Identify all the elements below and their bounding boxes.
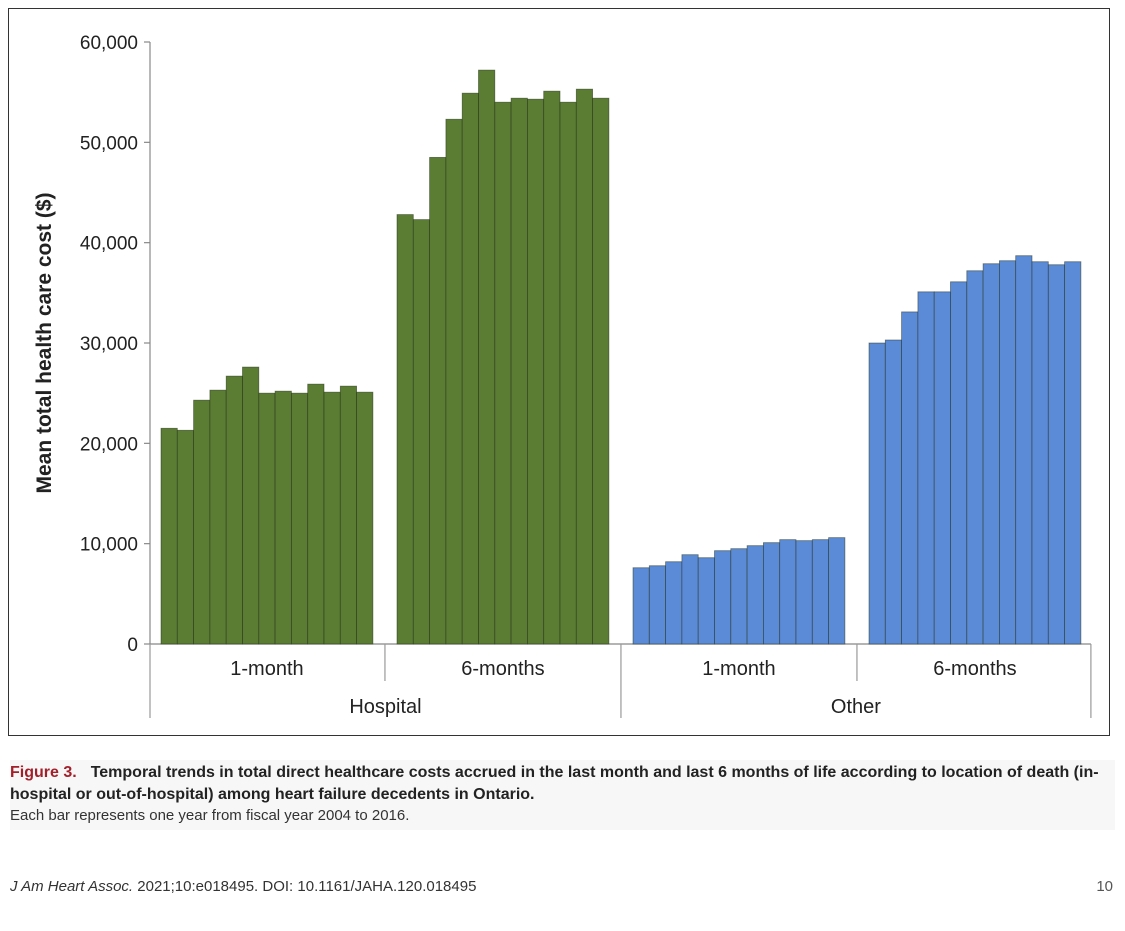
bar	[242, 366, 260, 645]
y-axis-title: Mean total health care cost ($)	[33, 192, 56, 493]
y-tick-label: 50,000	[80, 133, 138, 154]
x-tick-label: 6-months	[933, 658, 1016, 680]
bar	[632, 567, 650, 645]
bar	[396, 214, 414, 645]
bar	[323, 391, 341, 645]
figure-note: Each bar represents one year from fiscal…	[10, 807, 410, 824]
journal-citation: J Am Heart Assoc. 2021;10:e018495. DOI: …	[10, 878, 476, 895]
bar	[966, 270, 984, 645]
bar	[307, 383, 325, 645]
bar	[339, 385, 357, 645]
bar	[828, 537, 846, 645]
bar	[868, 342, 886, 645]
bar	[999, 260, 1017, 645]
bar	[811, 539, 829, 645]
bar	[575, 88, 593, 645]
bar	[494, 101, 512, 645]
bar	[290, 392, 309, 645]
bar	[592, 97, 610, 645]
y-tick-label: 40,000	[80, 234, 138, 255]
y-tick-label: 60,000	[80, 33, 138, 54]
bar	[258, 392, 276, 645]
bar-chart: 0 10,000 20,000 30,000 40,000 50,000 60,000 Mea…	[33, 33, 1092, 718]
bar	[160, 427, 178, 645]
x-tick-label: 6-months	[461, 658, 544, 680]
bar	[225, 375, 243, 645]
bar	[917, 291, 935, 645]
bar	[763, 542, 781, 645]
bar	[510, 97, 528, 645]
bar	[274, 390, 292, 645]
figure-frame: 0 10,000 20,000 30,000 40,000 50,000 60,000 Mea…	[8, 8, 1110, 736]
y-tick-label: 0	[127, 635, 138, 656]
x-tick-label: 1-month	[230, 658, 303, 680]
figure-caption: Figure 3. Temporal trends in total direct…	[10, 760, 1115, 830]
bar	[730, 548, 748, 645]
bar	[1064, 261, 1082, 645]
bar	[681, 554, 699, 645]
bar	[697, 557, 715, 645]
bar	[884, 339, 902, 645]
y-tick-label: 10,000	[80, 535, 138, 556]
bar	[648, 565, 666, 645]
bar	[779, 539, 797, 645]
bar	[933, 291, 951, 645]
y-tick-label: 20,000	[80, 434, 138, 455]
citation-details: 2021;10:e018495. DOI: 10.1161/JAHA.120.0…	[133, 878, 477, 895]
bar	[356, 391, 374, 645]
bar	[901, 311, 919, 645]
bar	[982, 263, 1000, 645]
bar	[193, 399, 211, 645]
bar	[412, 219, 430, 645]
y-tick-label: 30,000	[80, 334, 138, 355]
bar	[445, 118, 463, 645]
caption-heading: Figure 3. Temporal trends in total direct…	[10, 762, 1115, 806]
figure-title: Temporal trends in total direct healthca…	[10, 764, 1099, 803]
bar	[527, 98, 545, 645]
bar	[559, 101, 577, 645]
bar	[746, 545, 764, 645]
bar	[176, 429, 195, 645]
x-tick-label: 1-month	[702, 658, 775, 680]
bar	[714, 550, 732, 645]
bar	[665, 561, 683, 645]
bar	[1047, 264, 1066, 645]
bar	[1015, 255, 1033, 645]
journal-name: J Am Heart Assoc.	[10, 878, 134, 895]
figure-label: Figure 3.	[10, 764, 77, 781]
bar	[478, 69, 496, 645]
bar	[1031, 261, 1049, 645]
bar	[795, 540, 813, 645]
group-label-hospital: Hospital	[349, 696, 421, 718]
bar	[429, 156, 447, 645]
bar	[950, 281, 968, 645]
group-label-other: Other	[831, 696, 881, 718]
bar	[543, 90, 561, 645]
bar	[461, 92, 479, 645]
page-number: 10	[1096, 878, 1113, 895]
bar	[209, 389, 227, 645]
